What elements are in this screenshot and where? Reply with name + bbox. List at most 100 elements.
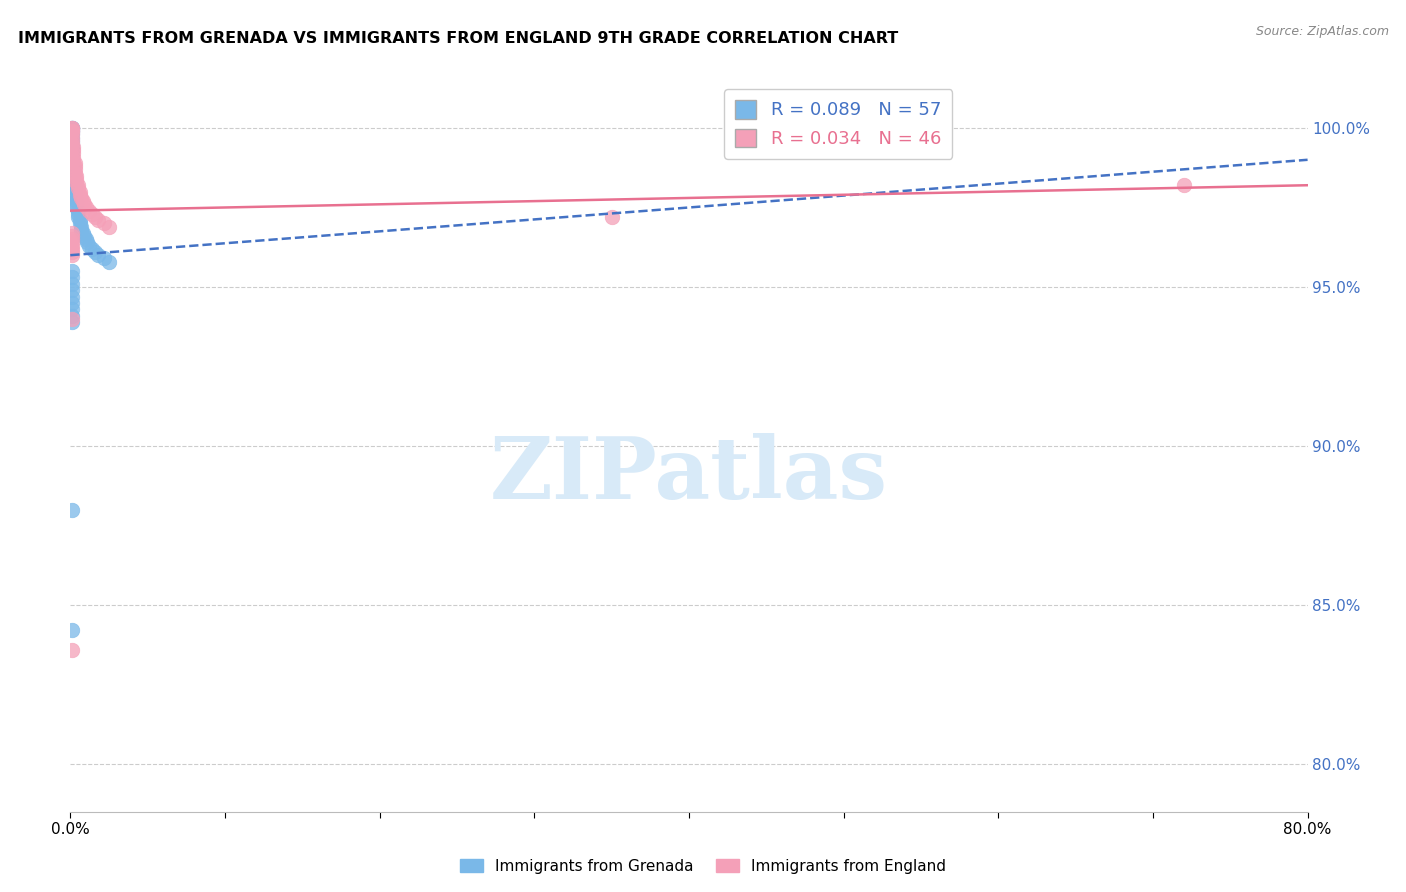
Point [69,187,91,202]
Point [65,172,87,186]
Point [65,169,87,183]
Point [60,140,83,154]
Point [60,143,83,157]
Point [87,248,110,262]
Text: IMMIGRANTS FROM GRENADA VS IMMIGRANTS FROM ENGLAND 9TH GRADE CORRELATION CHART: IMMIGRANTS FROM GRENADA VS IMMIGRANTS FR… [18,31,898,46]
Point [73,229,96,244]
Point [60,311,83,326]
Point [67,178,90,193]
Point [60,232,83,246]
Point [60,136,83,151]
Point [60,277,83,291]
Point [60,124,83,138]
Point [77,203,100,218]
Point [60,245,83,260]
Point [62,178,84,193]
Point [62,172,84,186]
Point [65,175,87,189]
Point [60,130,83,145]
Point [63,185,86,199]
Point [60,124,83,138]
Point [62,175,84,189]
Point [69,213,91,227]
Point [70,219,93,234]
Point [60,624,83,638]
Point [62,153,84,167]
Point [60,283,83,297]
Point [60,242,83,256]
Point [67,181,90,195]
Point [69,216,91,230]
Point [80,242,103,256]
Point [60,150,83,164]
Point [63,165,86,179]
Text: ZIPatlas: ZIPatlas [489,434,889,517]
Point [60,315,83,329]
Point [75,201,97,215]
Point [98,219,120,234]
Point [69,185,91,199]
Point [1173,178,1195,193]
Point [84,245,107,260]
Point [60,289,83,303]
Point [60,226,83,240]
Point [60,134,83,148]
Point [62,169,84,183]
Point [60,136,83,151]
Point [67,207,90,221]
Point [70,191,93,205]
Point [60,159,83,173]
Point [72,194,94,208]
Point [62,140,84,154]
Point [60,235,83,250]
Legend: Immigrants from Grenada, Immigrants from England: Immigrants from Grenada, Immigrants from… [454,853,952,880]
Point [63,181,86,195]
Point [600,210,623,224]
Point [60,502,83,516]
Point [67,210,90,224]
Point [62,150,84,164]
Point [60,120,83,135]
Point [60,120,83,135]
Point [65,201,87,215]
Point [62,146,84,161]
Point [93,252,115,266]
Point [60,120,83,135]
Point [60,130,83,145]
Legend: R = 0.089   N = 57, R = 0.034   N = 46: R = 0.089 N = 57, R = 0.034 N = 46 [724,89,952,159]
Point [63,162,86,177]
Point [77,238,100,252]
Point [60,264,83,278]
Point [80,207,103,221]
Point [60,128,83,142]
Point [76,235,98,250]
Point [60,238,83,252]
Point [84,210,107,224]
Point [98,254,120,268]
Point [60,156,83,170]
Point [72,226,94,240]
Point [60,124,83,138]
Point [60,146,83,161]
Point [60,270,83,285]
Point [63,191,86,205]
Point [60,134,83,148]
Point [75,232,97,246]
Point [60,153,83,167]
Point [70,223,93,237]
Point [60,302,83,317]
Point [60,124,83,138]
Point [62,165,84,179]
Point [73,197,96,211]
Point [60,248,83,262]
Text: Source: ZipAtlas.com: Source: ZipAtlas.com [1256,25,1389,38]
Point [67,203,90,218]
Point [63,156,86,170]
Point [60,128,83,142]
Point [87,213,110,227]
Point [62,162,84,177]
Point [60,309,83,323]
Point [60,642,83,657]
Point [60,120,83,135]
Point [63,187,86,202]
